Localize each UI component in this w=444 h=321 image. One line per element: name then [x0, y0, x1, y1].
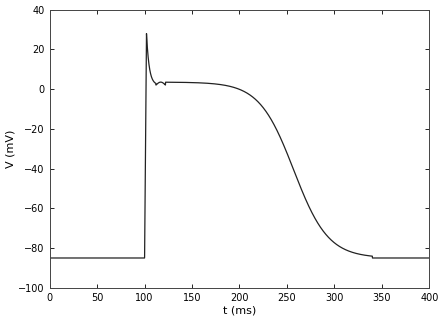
Y-axis label: V (mV): V (mV): [6, 129, 16, 168]
X-axis label: t (ms): t (ms): [223, 306, 256, 316]
